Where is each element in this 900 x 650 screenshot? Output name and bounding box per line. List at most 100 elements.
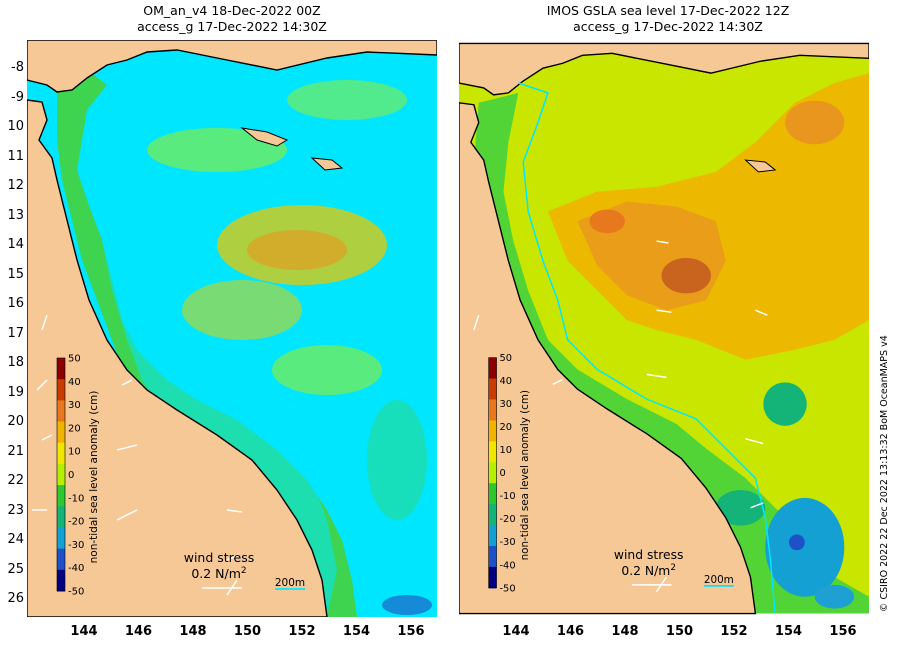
panel-left-anomaly-patch: [287, 80, 407, 120]
colorbar-frame: [56, 357, 66, 592]
colorbar-swatch: [488, 504, 497, 526]
longitude-label: 144: [502, 624, 530, 639]
panel-left-anomaly-patch: [147, 128, 287, 172]
longitude-label: 154: [774, 624, 803, 639]
panel-right-warm-core: [785, 100, 845, 145]
panel-right-cool-eddy: [715, 490, 766, 526]
colorbar-swatch: [488, 399, 497, 421]
panel-right-wind-label: wind stress: [614, 548, 684, 562]
colorbar-swatch: [57, 421, 65, 444]
colorbar-tick-label: -20: [68, 517, 84, 528]
panel-right-title-line2: access_g 17-Dec-2022 14:30Z: [573, 19, 763, 34]
colorbar-tick-label: -40: [500, 560, 516, 571]
panel-right-map: wind stress 0.2 N/m2 200m 50 40 30 20 10 0 -10…: [459, 42, 869, 615]
panel-left-anomaly-patch: [247, 230, 347, 270]
colorbar-tick-label: 20: [500, 422, 513, 433]
panel-right-200m-contour: [518, 82, 776, 614]
latitude-label: 18: [7, 355, 24, 370]
panel-left-wind-arrows: [32, 314, 243, 596]
panel-right-green-band: [473, 92, 869, 614]
latitude-label: 16: [7, 296, 24, 311]
longitude-label: 152: [720, 624, 748, 639]
panel-left-title-line1: OM_an_v4 18-Dec-2022 00Z: [143, 3, 321, 18]
colorbar-tick-label: 10: [500, 445, 513, 456]
panel-left-colorbar-label: non-tidal sea level anomaly (cm): [88, 391, 100, 564]
latitude-label: 17: [7, 325, 24, 341]
colorbar-tick-label: -30: [500, 537, 516, 548]
panel-right-warm-core: [661, 257, 711, 294]
longitude-label: 148: [179, 624, 207, 639]
colorbar-swatch: [488, 545, 497, 568]
colorbar-swatch: [57, 358, 65, 380]
colorbar-tick-label: -20: [500, 514, 516, 525]
colorbar-swatch: [57, 548, 65, 571]
panel-left-wind-label: wind stress: [184, 550, 255, 565]
colorbar-swatch: [488, 420, 497, 442]
latitude-label: 12: [7, 178, 24, 193]
panel-left-land-island: [240, 127, 289, 147]
colorbar-swatch: [57, 379, 65, 401]
colorbar-swatch: [488, 378, 497, 400]
latitude-label: 13: [7, 207, 24, 223]
latitude-label: 19: [7, 384, 24, 400]
colorbar-swatch: [488, 462, 497, 484]
colorbar-tick-label: -40: [68, 563, 84, 574]
panel-right-title-line1: IMOS GSLA sea level 17-Dec-2022 12Z: [546, 3, 790, 18]
panel-right-depth-scale-label: 200m: [704, 574, 734, 586]
colorbar-swatch: [488, 483, 497, 505]
colorbar-swatch: [57, 442, 65, 465]
colorbar-swatch: [57, 485, 65, 507]
panel-left-title-line2: access_g 17-Dec-2022 14:30Z: [137, 19, 327, 34]
panel-left-wind-value: 0.2 N/m2: [191, 566, 246, 581]
panel-left-anomaly-patch: [382, 595, 432, 615]
colorbar-tick-label: 30: [500, 399, 513, 410]
longitude-label: 146: [124, 624, 153, 639]
colorbar-tick-label: 30: [68, 400, 81, 411]
longitude-label: 150: [233, 624, 262, 639]
colorbar-tick-label: -10: [68, 493, 84, 504]
panel-left-colorbar: 50 40 30 20 10 0 -10 -20 -30 -40 -50: [56, 354, 84, 598]
latitude-label: 20: [7, 414, 24, 429]
panel-right-colorbar-label: non-tidal sea level anomaly (cm): [519, 390, 531, 560]
panel-left-anomaly-patch: [367, 400, 427, 520]
colorbar-tick-label: 0: [500, 468, 506, 479]
colorbar-tick-label: 50: [68, 354, 81, 365]
colorbar-swatch: [57, 527, 65, 550]
colorbar-tick-label: -30: [68, 540, 84, 551]
colorbar-tick-label: -50: [68, 587, 84, 598]
colorbar-tick-label: -50: [500, 583, 516, 594]
colorbar-tick-label: 0: [68, 470, 74, 481]
panel-right-land-png: [459, 42, 869, 96]
panel-right-cool-eddy: [814, 584, 855, 609]
colorbar-swatch: [57, 463, 65, 486]
panel-right-cool-eddy: [788, 534, 805, 551]
panel-right-title: IMOS GSLA sea level 17-Dec-2022 12Z acce…: [458, 3, 878, 35]
longitude-label: 146: [556, 624, 585, 639]
longitude-label: 144: [70, 624, 98, 639]
panel-left-land-island: [310, 157, 344, 171]
latitude-label: 24: [7, 532, 24, 547]
colorbar-swatch: [57, 506, 65, 528]
panel-right-colorbar: 50 40 30 20 10 0 -10 -20 -30 -40 -50: [488, 353, 516, 594]
colorbar-frame: [488, 357, 497, 589]
colorbar-swatch: [57, 569, 65, 592]
latitude-label: 11: [7, 148, 24, 164]
colorbar-tick-label: -10: [500, 491, 516, 502]
latitude-label: -9: [11, 89, 24, 105]
panel-left-land-png: [27, 40, 437, 93]
colorbar-tick-label: 40: [68, 377, 81, 388]
latitude-label: 26: [7, 591, 24, 606]
latitude-label: 21: [7, 443, 24, 459]
latitude-label: 15: [7, 266, 24, 282]
panel-right-warm-core: [589, 209, 625, 234]
credit-text: © CSIRO 2022 22 Dec 2022 13:13:32 BoM Oc…: [879, 335, 890, 612]
panel-right-cool-eddy: [765, 497, 845, 597]
colorbar-swatch: [488, 441, 497, 463]
latitude-label: 23: [7, 502, 24, 518]
latitude-label: -8: [11, 60, 24, 75]
longitude-label: 152: [288, 624, 316, 639]
latitude-label: 25: [7, 561, 24, 577]
longitude-label: 150: [665, 624, 694, 639]
panel-left-map: wind stress 0.2 N/m2 200m 50 40 30 20 10 0 -10…: [27, 40, 437, 617]
colorbar-swatch: [488, 525, 497, 547]
